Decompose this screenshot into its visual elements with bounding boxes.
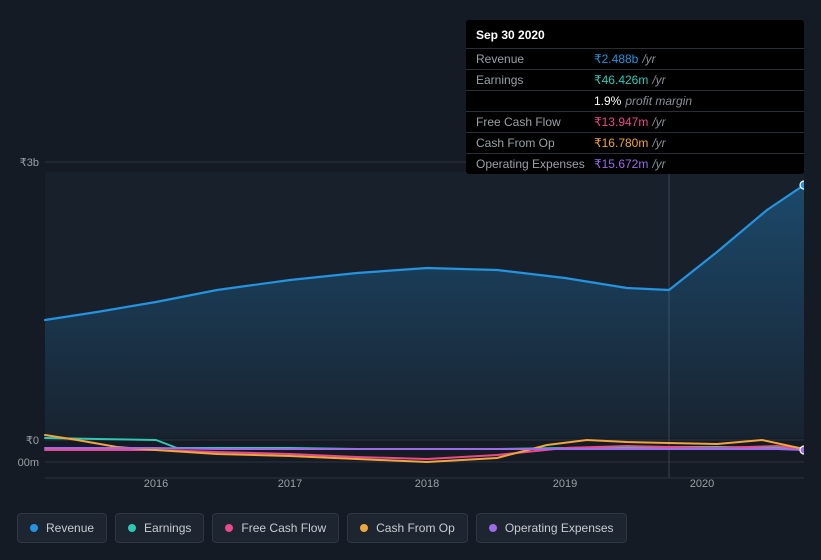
tooltip-row-label: Earnings <box>476 73 594 87</box>
tooltip-row-suffix: /yr <box>642 52 655 66</box>
legend-label: Revenue <box>46 521 94 535</box>
tooltip-row-suffix: /yr <box>652 73 665 87</box>
tooltip-date: Sep 30 2020 <box>466 20 804 48</box>
tooltip-row: Cash From Op₹16.780m/yr <box>466 132 804 153</box>
tooltip-row-value: ₹13.947m <box>594 115 648 129</box>
tooltip-row: Revenue₹2.488b/yr <box>466 48 804 69</box>
financial-chart: ₹3b ₹0 -₹200m 2016 2017 2018 2019 2020 Sep 30 2… <box>17 0 804 500</box>
y-axis-label: ₹3b <box>20 157 39 169</box>
legend-dot-icon <box>225 524 233 532</box>
tooltip-row-value: 1.9% <box>594 94 621 108</box>
legend-label: Cash From Op <box>376 521 455 535</box>
y-axis-label: -₹200m <box>17 457 39 469</box>
x-axis-label: 2018 <box>415 478 439 490</box>
x-axis-label: 2019 <box>553 478 577 490</box>
chart-tooltip: Sep 30 2020 Revenue₹2.488b/yrEarnings₹46… <box>466 20 804 174</box>
tooltip-row-label: Free Cash Flow <box>476 115 594 129</box>
legend-item[interactable]: Free Cash Flow <box>212 513 339 543</box>
tooltip-row: Operating Expenses₹15.672m/yr <box>466 153 804 174</box>
tooltip-row-suffix: /yr <box>652 115 665 129</box>
tooltip-row-suffix: /yr <box>652 136 665 150</box>
tooltip-row-value: ₹15.672m <box>594 157 648 171</box>
legend-dot-icon <box>489 524 497 532</box>
x-axis-label: 2016 <box>144 478 168 490</box>
tooltip-row-label: Revenue <box>476 52 594 66</box>
tooltip-row-suffix: profit margin <box>625 94 692 108</box>
legend-label: Free Cash Flow <box>241 521 326 535</box>
tooltip-row-label <box>476 94 594 108</box>
tooltip-row-label: Operating Expenses <box>476 157 594 171</box>
legend-dot-icon <box>30 524 38 532</box>
legend-label: Earnings <box>144 521 191 535</box>
x-axis-label: 2020 <box>690 478 714 490</box>
chart-legend: Revenue Earnings Free Cash Flow Cash From O… <box>17 513 627 543</box>
tooltip-row-value: ₹2.488b <box>594 52 638 66</box>
x-axis-label: 2017 <box>278 478 302 490</box>
y-axis-label: ₹0 <box>26 435 39 447</box>
tooltip-row-value: ₹46.426m <box>594 73 648 87</box>
legend-item[interactable]: Operating Expenses <box>476 513 627 543</box>
legend-dot-icon <box>128 524 136 532</box>
legend-item[interactable]: Revenue <box>17 513 107 543</box>
tooltip-row-label: Cash From Op <box>476 136 594 150</box>
legend-item[interactable]: Earnings <box>115 513 204 543</box>
legend-dot-icon <box>360 524 368 532</box>
tooltip-row: Earnings₹46.426m/yr <box>466 69 804 90</box>
tooltip-row: 1.9% profit margin <box>466 90 804 111</box>
tooltip-rows: Revenue₹2.488b/yrEarnings₹46.426m/yr1.9%… <box>466 48 804 174</box>
tooltip-row-suffix: /yr <box>652 157 665 171</box>
legend-item[interactable]: Cash From Op <box>347 513 468 543</box>
legend-label: Operating Expenses <box>505 521 614 535</box>
tooltip-row: Free Cash Flow₹13.947m/yr <box>466 111 804 132</box>
tooltip-row-value: ₹16.780m <box>594 136 648 150</box>
